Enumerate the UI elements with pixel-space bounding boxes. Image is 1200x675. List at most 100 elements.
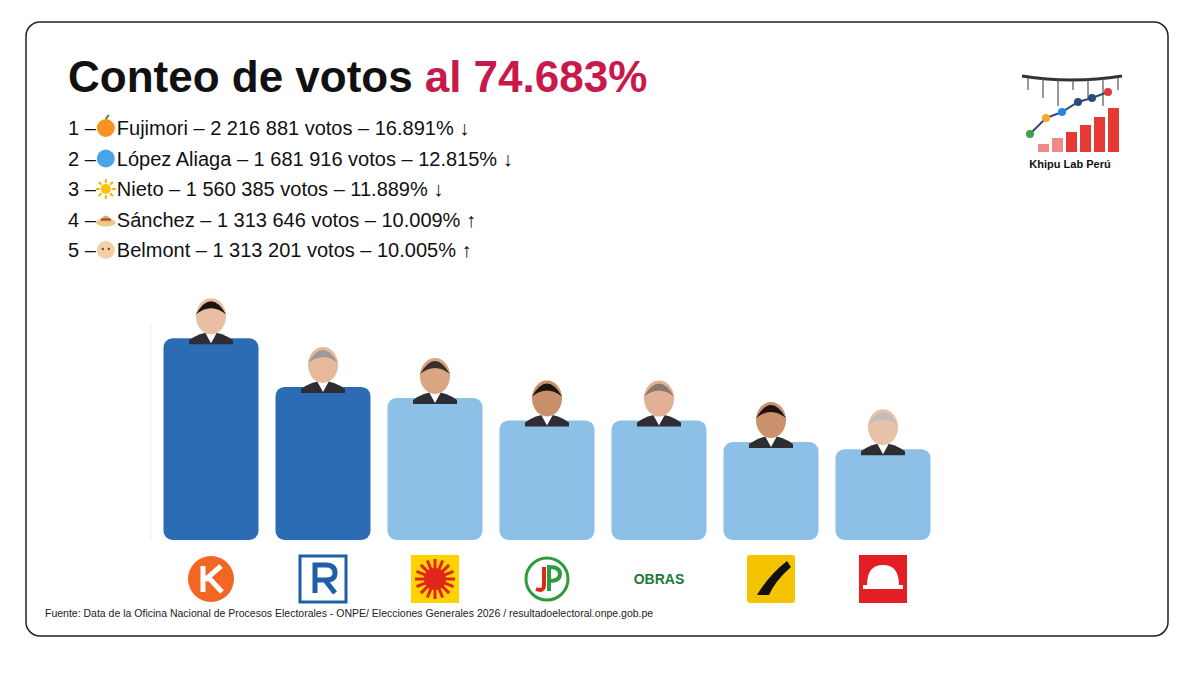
bar	[836, 449, 931, 540]
icon-hat-band	[101, 219, 111, 221]
logo-sun-ray	[439, 588, 443, 597]
icon-ray	[96, 188, 100, 190]
logo-sun-ray	[421, 586, 428, 593]
rank: 3 –	[68, 178, 97, 200]
brand-bar	[1108, 108, 1119, 152]
logo-sun-ray	[427, 588, 431, 597]
page: Conteo de votosal 74.683% 1 – Fujimori – 2…	[0, 0, 1200, 675]
icon-ray	[110, 193, 113, 196]
bar	[388, 398, 483, 540]
logo-sun-ray	[439, 561, 443, 570]
portrait-hair	[644, 383, 674, 396]
logo-helmet-bg	[859, 555, 907, 603]
logo-road-bg	[747, 555, 795, 603]
brand-string	[1057, 78, 1058, 106]
brand-dot	[1088, 94, 1096, 102]
logo-sun-ray	[442, 586, 449, 593]
brand-bar	[1052, 138, 1063, 152]
y-axis-line	[151, 325, 152, 540]
source: Fuente: Data de la Oficina Nacional de P…	[45, 607, 653, 619]
portrait-face	[644, 380, 674, 416]
card	[26, 22, 1168, 636]
portrait-face	[756, 402, 786, 438]
brand-bar	[1080, 125, 1091, 152]
portrait-face	[420, 358, 450, 394]
brand-dot	[1104, 88, 1112, 96]
icon-ray	[110, 182, 113, 185]
icon-ray	[112, 188, 116, 190]
rank-label: Nieto – 1 560 385 votos – 11.889% ↓	[117, 178, 444, 200]
rank-label: López Aliaga – 1 681 916 votos – 12.815%…	[117, 148, 513, 170]
logo-sun-ray	[421, 565, 428, 572]
rank-label: Sánchez – 1 313 646 votos – 10.009% ↑	[117, 209, 476, 231]
logo-sun-ray	[417, 571, 426, 575]
title-highlight: al 74.683%	[425, 52, 648, 101]
logo-k	[188, 556, 234, 602]
portrait-face	[532, 380, 562, 416]
portraits	[189, 298, 905, 455]
portrait-face	[308, 347, 338, 383]
brand-string	[1102, 78, 1103, 106]
icon-hat-brim	[96, 219, 116, 227]
icon-face	[97, 241, 115, 259]
brand-bar	[1094, 117, 1105, 152]
logo-sun-ray	[445, 578, 455, 581]
brand-dot	[1026, 130, 1034, 138]
brand-name: Khipu Lab Perú	[1029, 158, 1110, 170]
logo-sun-ray	[434, 589, 437, 599]
icon-blue	[97, 150, 115, 168]
logo-k-letter	[203, 566, 222, 592]
brand-string	[1072, 78, 1073, 90]
rank-label: Fujimori – 2 216 881 votos – 16.891% ↓	[117, 117, 469, 139]
bar	[500, 420, 595, 540]
icon-eye	[108, 248, 110, 250]
bar	[724, 442, 819, 540]
portrait-face	[868, 409, 898, 445]
brand-bar	[1038, 144, 1049, 152]
icon-orange	[97, 119, 115, 137]
icon-ray	[99, 193, 102, 196]
brand-logo	[1022, 76, 1122, 152]
logos: OBRAS	[188, 555, 907, 603]
portrait-hair	[868, 412, 898, 425]
brand-string	[1027, 78, 1028, 90]
logo-sun-ray	[417, 583, 426, 587]
logo-sun-bg	[411, 555, 459, 603]
icon-ray	[105, 179, 107, 183]
brand-string	[1117, 78, 1118, 90]
portrait-hair	[308, 350, 338, 363]
rank-label: Belmont – 1 313 201 votos – 10.005% ↑	[117, 239, 472, 261]
logo-sun-ray	[427, 561, 431, 570]
icon-sun	[101, 184, 111, 194]
logo-sun-ray	[444, 583, 453, 587]
icon-hat-top	[100, 216, 112, 222]
logo-r	[300, 556, 346, 602]
rank: 1 –	[68, 117, 97, 139]
brand-bar	[1066, 132, 1077, 152]
portrait-hair	[420, 361, 450, 374]
portrait-face	[196, 298, 226, 334]
logo-text: OBRAS	[634, 571, 685, 587]
bar	[276, 387, 371, 540]
brand-string	[1087, 78, 1088, 98]
logo-sun-ray	[415, 578, 425, 581]
title: Conteo de votosal 74.683%	[68, 52, 647, 101]
canvas: Conteo de votosal 74.683% 1 – Fujimori – 2…	[0, 0, 1200, 675]
logo-jp-j	[536, 567, 544, 590]
brand-dot	[1074, 98, 1082, 106]
icon-leaf	[106, 115, 109, 119]
logo-sun-ray	[444, 571, 453, 575]
logo-sun	[424, 568, 446, 590]
brand-dot	[1042, 114, 1050, 122]
title-main: Conteo de votos	[68, 52, 413, 101]
icon-ray	[105, 195, 107, 199]
logo-helmet-brim	[863, 585, 903, 589]
logo-jp	[526, 558, 568, 600]
brand-rope	[1022, 76, 1122, 80]
logo-helmet	[867, 565, 899, 585]
brand-dot	[1058, 108, 1066, 116]
rank: 4 –	[68, 209, 97, 231]
logo-r-letter	[315, 565, 335, 593]
brand-line	[1030, 92, 1108, 134]
bar	[612, 420, 707, 540]
